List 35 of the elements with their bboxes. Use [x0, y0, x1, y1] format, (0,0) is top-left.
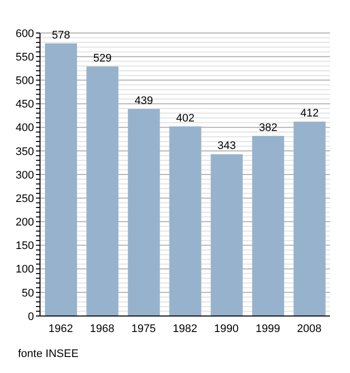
y-tick-label: 100	[16, 264, 34, 276]
x-tick-label: 1962	[48, 322, 73, 335]
data-label: 402	[176, 112, 194, 124]
y-tick-label: 600	[16, 28, 34, 40]
data-label: 529	[93, 52, 112, 64]
bar	[294, 122, 326, 316]
data-label: 343	[218, 140, 236, 152]
x-tick-label: 2008	[297, 322, 322, 335]
x-tick-label: 1975	[131, 322, 156, 335]
bar	[252, 136, 284, 316]
y-tick-label: 500	[16, 75, 34, 88]
bar	[86, 66, 118, 316]
y-tick-label: 250	[16, 192, 34, 205]
bar	[169, 126, 202, 316]
data-label: 382	[258, 122, 278, 134]
y-tick-label: 300	[16, 169, 34, 182]
y-tick-label: 550	[16, 51, 34, 64]
bar	[128, 108, 160, 316]
y-tick-label: 400	[16, 122, 34, 134]
data-label: 412	[300, 108, 319, 120]
data-label: 578	[52, 29, 70, 42]
y-tick-label: 50	[22, 287, 34, 300]
y-tick-label: 450	[16, 98, 34, 111]
bar	[210, 154, 243, 316]
data-label: 439	[134, 94, 154, 107]
x-tick-label: 1982	[172, 322, 198, 335]
y-tick-label: 150	[16, 240, 34, 252]
source-note: fonte INSEE	[18, 348, 80, 360]
bar	[45, 43, 77, 316]
x-tick-label: 1968	[90, 322, 114, 335]
y-tick-label: 350	[16, 146, 34, 158]
x-tick-label: 1990	[214, 322, 239, 335]
y-tick-label: 200	[16, 216, 34, 229]
x-tick-label: 1999	[256, 322, 280, 335]
y-tick-label: 0	[28, 310, 34, 323]
